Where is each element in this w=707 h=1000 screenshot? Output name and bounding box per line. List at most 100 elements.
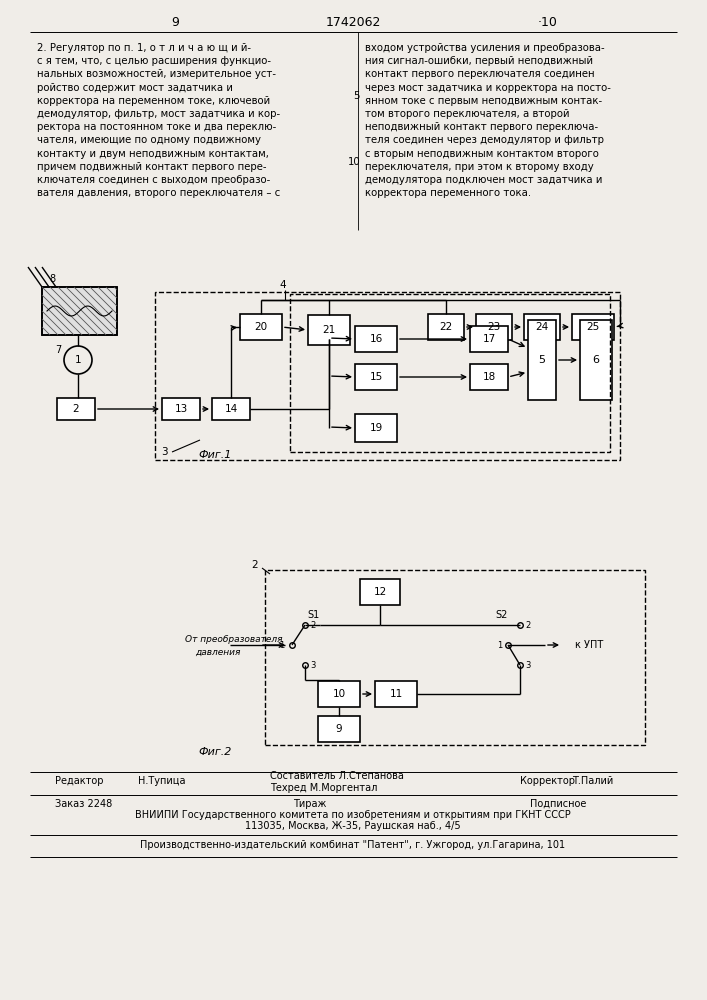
Bar [155,292,620,460]
Text: Т.Палий: Т.Палий [572,776,613,786]
Text: 3: 3 [161,447,168,457]
Text: ройство содержит мост задатчика и: ройство содержит мост задатчика и [37,83,233,93]
Text: входом устройства усиления и преобразова-: входом устройства усиления и преобразова… [365,43,604,53]
Text: 1742062: 1742062 [325,16,380,29]
Text: Редактор: Редактор [55,776,103,786]
Text: том второго переключателя, а второй: том второго переключателя, а второй [365,109,570,119]
Bar [57,398,95,420]
Text: янном токе с первым неподвижным контак-: янном токе с первым неподвижным контак- [365,96,602,106]
Text: Производственно-издательский комбинат "Патент", г. Ужгород, ул.Гагарина, 101: Производственно-издательский комбинат "П… [141,840,566,850]
Text: 3: 3 [525,660,530,670]
Text: переключателя, при этом к второму входу: переключателя, при этом к второму входу [365,162,594,172]
Text: 15: 15 [369,372,382,382]
Text: причем подвижный контакт первого пере-: причем подвижный контакт первого пере- [37,162,267,172]
Text: ректора на постоянном токе и два переклю-: ректора на постоянном токе и два переклю… [37,122,276,132]
Text: 1: 1 [75,355,81,365]
Bar [524,314,560,340]
Text: чателя, имеющие по одному подвижному: чателя, имеющие по одному подвижному [37,135,261,145]
Text: 3: 3 [310,660,315,670]
Text: 14: 14 [224,404,238,414]
Text: 22: 22 [439,322,452,332]
Text: 113035, Москва, Ж-35, Раушская наб., 4/5: 113035, Москва, Ж-35, Раушская наб., 4/5 [245,821,461,831]
Bar [42,287,117,335]
Bar [572,314,614,340]
Text: ·10: ·10 [538,16,558,29]
Text: 9: 9 [336,724,342,734]
Text: 11: 11 [390,689,402,699]
Bar [42,287,117,335]
Text: 1: 1 [497,641,502,650]
Text: 2: 2 [73,404,79,414]
Text: 8: 8 [49,274,55,284]
Text: 4: 4 [280,280,286,290]
Text: Подписное: Подписное [530,799,586,809]
Text: контакт первого переключателя соединен: контакт первого переключателя соединен [365,69,595,79]
Text: демодулятора подключен мост задатчика и: демодулятора подключен мост задатчика и [365,175,602,185]
Text: 21: 21 [322,325,336,335]
Text: корректора переменного тока.: корректора переменного тока. [365,188,531,198]
Bar [212,398,250,420]
Text: 13: 13 [175,404,187,414]
Bar [355,326,397,352]
Text: нальных возможностей, измерительное уст-: нальных возможностей, измерительное уст- [37,69,276,79]
Text: Заказ 2248: Заказ 2248 [55,799,112,809]
Bar [318,716,360,742]
Text: демодулятор, фильтр, мост задатчика и кор-: демодулятор, фильтр, мост задатчика и ко… [37,109,280,119]
Text: с я тем, что, с целью расширения функцио-: с я тем, что, с целью расширения функцио… [37,56,271,66]
Text: 10: 10 [332,689,346,699]
Text: ВНИИПИ Государственного комитета по изобретениям и открытиям при ГКНТ СССР: ВНИИПИ Государственного комитета по изоб… [135,810,571,820]
Bar [240,314,282,340]
Text: давления: давления [195,648,240,656]
Text: 20: 20 [255,322,267,332]
Text: Фиг.2: Фиг.2 [198,747,232,757]
Text: через мост задатчика и корректора на посто-: через мост задатчика и корректора на пос… [365,83,611,93]
Text: вателя давления, второго переключателя – с: вателя давления, второго переключателя –… [37,188,280,198]
Text: 12: 12 [373,587,387,597]
Bar [308,315,350,345]
Text: 24: 24 [535,322,549,332]
Text: 2. Регулятор по п. 1, о т л и ч а ю щ и й-: 2. Регулятор по п. 1, о т л и ч а ю щ и … [37,43,251,53]
Text: Фиг.1: Фиг.1 [198,450,232,460]
Text: От преобразователя: От преобразователя [185,636,283,645]
Text: 5: 5 [539,355,546,365]
Text: Корректор: Корректор [520,776,575,786]
Bar [360,579,400,605]
Text: 2: 2 [252,560,258,570]
Bar [355,364,397,390]
Text: S2: S2 [496,610,508,620]
Text: 23: 23 [487,322,501,332]
Text: теля соединен через демодулятор и фильтр: теля соединен через демодулятор и фильтр [365,135,604,145]
Bar [265,570,645,745]
Text: ключателя соединен с выходом преобразо-: ключателя соединен с выходом преобразо- [37,175,270,185]
Bar [580,320,612,400]
Text: контакту и двум неподвижным контактам,: контакту и двум неподвижным контактам, [37,149,269,159]
Text: 9: 9 [171,16,179,29]
Text: 16: 16 [369,334,382,344]
Text: ния сигнал-ошибки, первый неподвижный: ния сигнал-ошибки, первый неподвижный [365,56,593,66]
Bar [476,314,512,340]
Bar [355,414,397,442]
Text: 25: 25 [586,322,600,332]
Text: Техред М.Моргентал: Техред М.Моргентал [270,783,378,793]
Text: 6: 6 [592,355,600,365]
Bar [290,294,610,452]
Text: Тираж: Тираж [293,799,327,809]
Bar [470,326,508,352]
Text: к УПТ: к УПТ [575,640,603,650]
Text: корректора на переменном токе, ключевой: корректора на переменном токе, ключевой [37,96,270,106]
Text: 17: 17 [482,334,496,344]
Text: 18: 18 [482,372,496,382]
Text: S1: S1 [307,610,319,620]
Bar [528,320,556,400]
Text: 10: 10 [348,157,361,167]
Text: 2: 2 [525,620,530,630]
Bar [162,398,200,420]
Text: 19: 19 [369,423,382,433]
Bar [470,364,508,390]
Text: 7: 7 [55,345,61,355]
Bar [375,681,417,707]
Bar [318,681,360,707]
Text: 5: 5 [353,91,359,101]
Bar [428,314,464,340]
Text: 1: 1 [279,641,284,650]
